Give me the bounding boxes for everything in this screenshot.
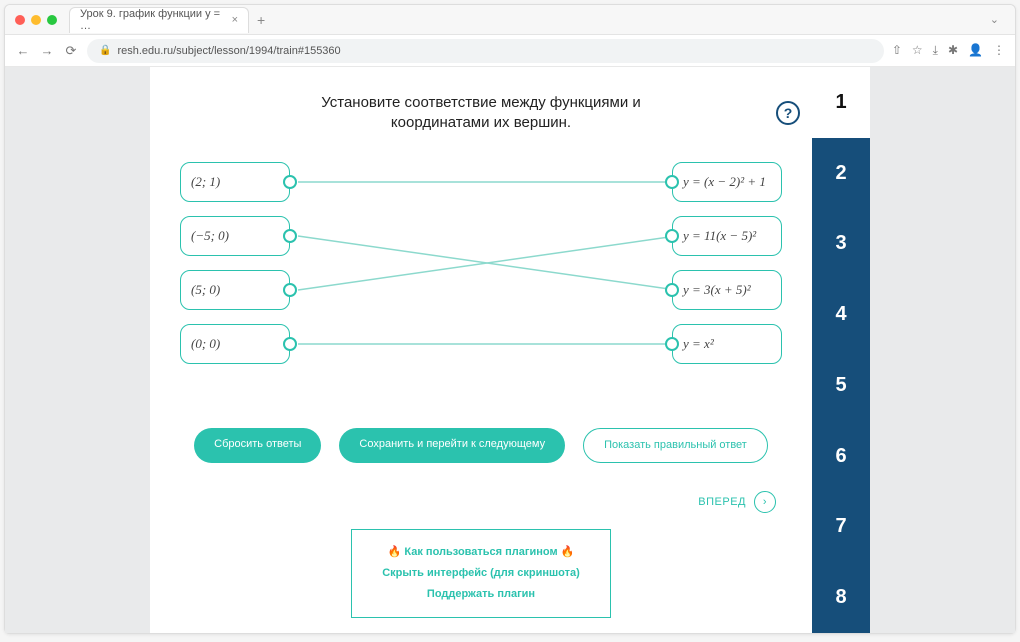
extensions-icon[interactable]: ✱ xyxy=(948,43,958,58)
left-item[interactable]: (5; 0) xyxy=(180,270,290,310)
question-nav-item[interactable]: 6 xyxy=(812,421,870,492)
url-text: resh.edu.ru/subject/lesson/1994/train#15… xyxy=(117,45,340,57)
connector-node[interactable] xyxy=(283,175,297,189)
right-item[interactable]: y = (x − 2)² + 1 xyxy=(672,162,782,202)
connector-node[interactable] xyxy=(283,337,297,351)
connector-node[interactable] xyxy=(283,229,297,243)
viewport: ? Установите соответствие между функциям… xyxy=(5,67,1015,633)
question-nav-item[interactable]: 7 xyxy=(812,492,870,563)
connector-node[interactable] xyxy=(665,283,679,297)
star-icon[interactable]: ☆ xyxy=(912,43,923,58)
maximize-window-button[interactable] xyxy=(47,15,57,25)
question-nav-item[interactable]: 3 xyxy=(812,209,870,280)
tab-title: Урок 9. график функции у = … xyxy=(80,8,226,32)
browser-tab[interactable]: Урок 9. график функции у = … × xyxy=(69,7,249,33)
share-icon[interactable]: ⇧ xyxy=(892,43,902,58)
match-area: (2; 1) (−5; 0) (5; 0) (0; 0) y = (x − 2)² +… xyxy=(180,162,782,392)
right-column: y = (x − 2)² + 1 y = 11(x − 5)² y = 3(x + … xyxy=(672,162,782,364)
question-nav-item[interactable]: 1 xyxy=(812,67,870,138)
connector-node[interactable] xyxy=(665,175,679,189)
question-nav-item[interactable]: 5 xyxy=(812,350,870,421)
reload-button[interactable]: ⟳ xyxy=(63,43,79,59)
plugin-howto-link[interactable]: 🔥 Как пользоваться плагином 🔥 xyxy=(366,542,596,563)
help-icon: ? xyxy=(784,105,793,121)
left-item[interactable]: (2; 1) xyxy=(180,162,290,202)
task-content: ? Установите соответствие между функциям… xyxy=(150,67,812,633)
question-nav-item[interactable]: 2 xyxy=(812,138,870,209)
save-next-button[interactable]: Сохранить и перейти к следующему xyxy=(339,428,565,464)
close-tab-icon[interactable]: × xyxy=(232,14,238,26)
address-bar-row: ← → ⟳ 🔒 resh.edu.ru/subject/lesson/1994/… xyxy=(5,35,1015,67)
address-bar[interactable]: 🔒 resh.edu.ru/subject/lesson/1994/train#… xyxy=(87,39,884,63)
plugin-hide-ui-link[interactable]: Скрыть интерфейс (для скриншота) xyxy=(366,563,596,584)
left-item[interactable]: (0; 0) xyxy=(180,324,290,364)
menu-icon[interactable]: ⋮ xyxy=(993,43,1005,58)
connector-node[interactable] xyxy=(283,283,297,297)
back-button[interactable]: ← xyxy=(15,43,31,58)
minimize-window-button[interactable] xyxy=(31,15,41,25)
show-answer-button[interactable]: Показать правильный ответ xyxy=(583,428,768,464)
new-tab-button[interactable]: + xyxy=(249,12,273,28)
toolbar-icons: ⇧ ☆ ⤓ ✱ 👤 ⋮ xyxy=(892,43,1005,58)
forward-button[interactable]: → xyxy=(39,43,55,58)
help-button[interactable]: ? xyxy=(776,101,800,125)
browser-window: Урок 9. график функции у = … × + ⌄ ← → ⟳… xyxy=(4,4,1016,634)
action-buttons: Сбросить ответы Сохранить и перейти к сл… xyxy=(170,428,792,464)
reset-button[interactable]: Сбросить ответы xyxy=(194,428,321,464)
right-item[interactable]: y = 3(x + 5)² xyxy=(672,270,782,310)
left-item[interactable]: (−5; 0) xyxy=(180,216,290,256)
install-icon[interactable]: ⤓ xyxy=(933,43,938,58)
chevron-right-icon: › xyxy=(754,491,776,513)
profile-icon[interactable]: 👤 xyxy=(968,43,983,58)
left-column: (2; 1) (−5; 0) (5; 0) (0; 0) xyxy=(180,162,290,364)
tabs-overflow-icon[interactable]: ⌄ xyxy=(984,13,1005,26)
plugin-support-link[interactable]: Поддержать плагин xyxy=(366,584,596,605)
titlebar: Урок 9. график функции у = … × + ⌄ xyxy=(5,5,1015,35)
lock-icon: 🔒 xyxy=(99,45,111,56)
plugin-panel: 🔥 Как пользоваться плагином 🔥 Скрыть инт… xyxy=(351,529,611,618)
right-item[interactable]: y = 11(x − 5)² xyxy=(672,216,782,256)
forward-label: ВПЕРЕД xyxy=(698,496,746,508)
close-window-button[interactable] xyxy=(15,15,25,25)
question-nav-item[interactable]: 8 xyxy=(812,562,870,633)
right-item[interactable]: y = x² xyxy=(672,324,782,364)
page: ? Установите соответствие между функциям… xyxy=(150,67,870,633)
window-controls xyxy=(15,15,57,25)
connector-node[interactable] xyxy=(665,337,679,351)
connector-node[interactable] xyxy=(665,229,679,243)
forward-link[interactable]: ВПЕРЕД › xyxy=(170,491,792,513)
task-title: Установите соответствие между функциями … xyxy=(271,93,691,134)
question-nav: 12345678 xyxy=(812,67,870,633)
question-nav-item[interactable]: 4 xyxy=(812,279,870,350)
